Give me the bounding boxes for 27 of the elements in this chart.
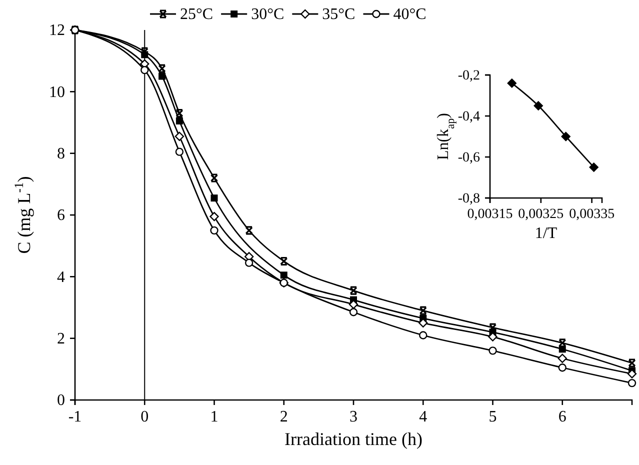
x-tick-label: 4 <box>419 408 428 426</box>
y-tick-label: 0 <box>57 392 65 410</box>
x-tick-label: 2 <box>280 408 288 426</box>
legend-label: 40°C <box>393 6 426 23</box>
y-tick-label: 8 <box>57 145 65 162</box>
y-tick-label: 12 <box>49 22 65 40</box>
x-tick-label: 5 <box>488 408 497 426</box>
legend-label: 25°C <box>180 6 214 23</box>
x-tick-label: 0,00325 <box>518 206 564 222</box>
y-tick-label: 10 <box>49 84 65 101</box>
x-tick-label: 0,00315 <box>467 206 513 222</box>
x-tick-label: 1 <box>210 408 218 426</box>
x-tick-label: 0,00335 <box>569 206 615 222</box>
legend-label: 35°C <box>322 6 356 23</box>
y-tick-label: 2 <box>57 330 65 348</box>
x-tick-label: 3 <box>350 408 358 426</box>
y-tick-label: -0,6 <box>458 150 480 166</box>
x-axis-title: Irradiation time (h) <box>284 429 422 449</box>
x-tick-label: 0 <box>140 408 149 426</box>
x-tick-label: 6 <box>558 408 566 426</box>
y-tick-label: -0,2 <box>458 68 480 84</box>
x-tick-label: -1 <box>68 408 82 426</box>
y-tick-label: -0,4 <box>458 109 480 124</box>
x-axis-title: 1/T <box>534 225 558 242</box>
y-tick-label: -0,8 <box>458 191 480 206</box>
y-tick-label: 4 <box>57 268 65 286</box>
legend-label: 30°C <box>251 6 284 23</box>
